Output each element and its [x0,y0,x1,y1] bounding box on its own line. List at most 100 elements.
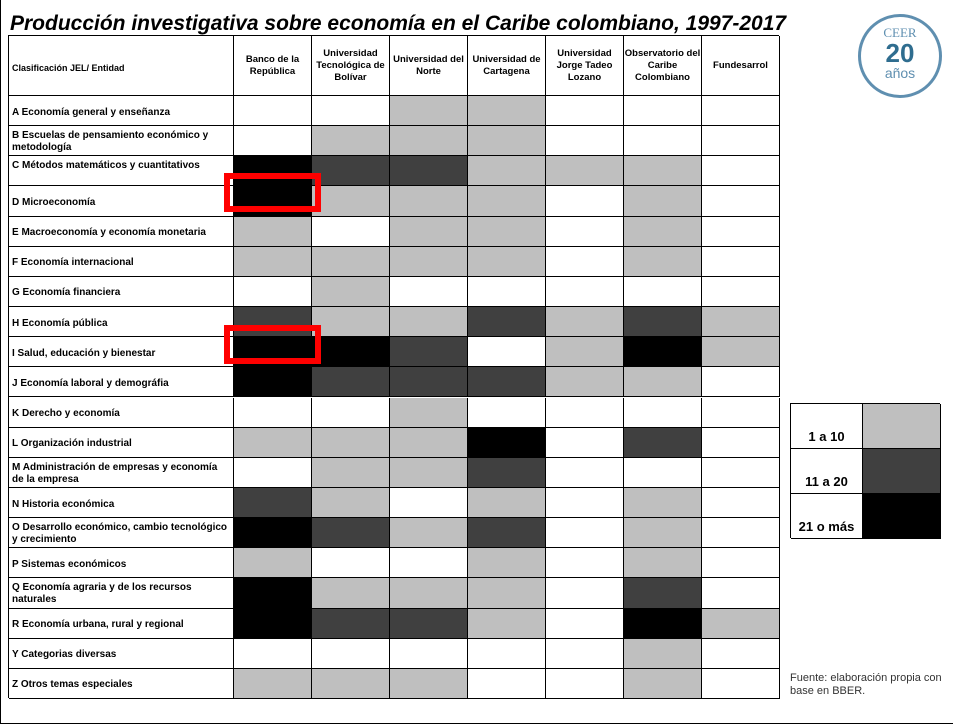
heat-cell [312,578,390,609]
heat-cell [312,548,390,579]
row-label: P Sistemas económicos [9,548,234,579]
heat-cell [624,156,702,187]
heat-cell [546,638,624,669]
heat-cell [234,487,312,519]
heat-cell [546,367,624,398]
heat-cell [390,638,468,669]
heat-cell [468,307,546,338]
heat-cell [702,487,780,519]
heat-cell [312,367,390,398]
heat-cell [468,156,546,187]
logo-top: CEER [883,25,917,40]
heat-cell [546,457,624,488]
heat-cell [702,126,780,157]
row-label: Q Economía agraria y de los recursos nat… [9,578,234,609]
heat-cell [624,246,702,277]
heat-cell [546,578,624,609]
heat-cell [390,216,468,247]
heat-cell [312,487,390,519]
heat-cell [624,367,702,398]
heat-cell [390,457,468,488]
column-header: Universidad Tecnológica de Bolívar [312,36,390,96]
table: Clasificación JEL/ Entidad Banco de la Re… [8,35,780,699]
heat-cell [312,397,390,428]
row-label: M Administración de empresas y economía … [9,457,234,488]
heat-cell [468,126,546,157]
heat-cell [546,608,624,639]
heat-cell [234,156,312,187]
legend-swatch [863,494,941,539]
heat-cell [546,156,624,187]
heat-cell [312,156,390,187]
heat-cell [546,518,624,549]
heat-cell [546,337,624,368]
row-label: Y Categorias diversas [9,638,234,669]
title: Producción investigativa sobre economía … [10,12,787,35]
heat-cell [468,487,546,519]
heat-cell [624,427,702,458]
heat-cell [546,548,624,579]
heat-cell [312,668,390,699]
column-header: Banco de la República [234,36,312,96]
heat-cell [702,186,780,217]
row-label: B Escuelas de pensamiento económico y me… [9,126,234,157]
row-label: D Microeconomía [9,186,234,217]
row-label: E Macroeconomía y economía monetaria [9,216,234,247]
heat-cell [234,427,312,458]
heat-cell [390,156,468,187]
legend: 1 a 10 11 a 20 21 o más [790,403,941,539]
heat-cell [546,186,624,217]
heat-cell [546,276,624,308]
logo-bottom: años [884,65,916,81]
heat-cell [390,96,468,127]
column-header: Universidad del Norte [390,36,468,96]
heat-cell [624,548,702,579]
heat-cell [312,427,390,458]
heat-cell [702,548,780,579]
heat-cell [390,487,468,519]
heat-cell [546,96,624,127]
row-label: R Economía urbana, rural y regional [9,608,234,639]
heat-cell [390,518,468,549]
heat-cell [312,96,390,127]
heat-cell [390,186,468,217]
heat-cell [468,608,546,639]
heat-cell [468,668,546,699]
heat-cell [312,457,390,488]
heat-cell [702,638,780,669]
highlight [224,173,321,212]
heat-cell [702,457,780,488]
heat-cell [234,307,312,338]
heat-cell [312,518,390,549]
heat-cell [702,246,780,277]
heat-cell [624,126,702,157]
corner-header: Clasificación JEL/ Entidad [9,36,234,96]
row-label: K Derecho y economía [9,397,234,428]
heat-cell [624,638,702,669]
heat-cell [312,186,390,217]
heat-cell [624,487,702,519]
highlight [224,325,321,364]
heat-cell [546,427,624,458]
column-header: Universidad de Cartagena [468,36,546,96]
logo: CEER 20 años [858,14,942,98]
heat-cell [234,276,312,308]
heat-cell [546,397,624,428]
logo-number: 20 [885,38,915,68]
heat-cell [390,307,468,338]
heat-cell [624,668,702,699]
heat-cell [468,337,546,368]
heat-cell [702,608,780,639]
heat-cell [624,518,702,549]
heat-cell [234,457,312,488]
heat-cell [390,367,468,398]
heat-cell [702,156,780,187]
source: Fuente: elaboración propia con base en B… [790,672,942,697]
legend-label: 1 a 10 [791,404,863,449]
heat-cell [546,216,624,247]
heat-cell [390,608,468,639]
heat-cell [546,487,624,519]
heat-cell [702,518,780,549]
heat-cell [468,427,546,458]
